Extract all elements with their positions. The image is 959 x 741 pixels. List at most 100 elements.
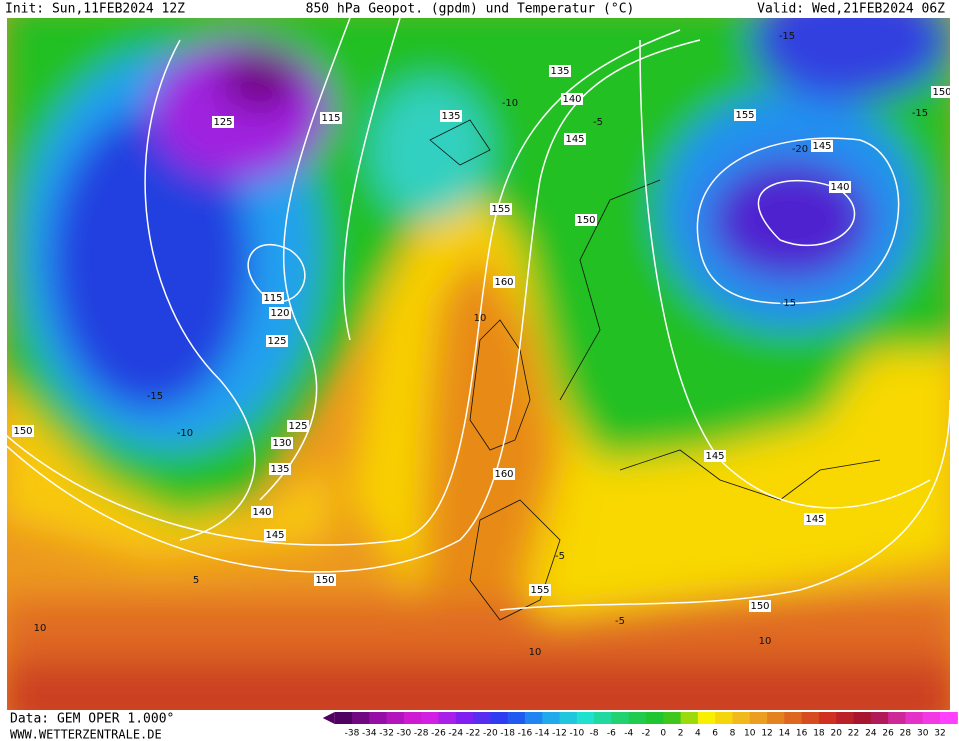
label-box <box>561 93 583 105</box>
colorbar-label: -24 <box>448 729 463 739</box>
colorbar-label: -32 <box>379 729 394 739</box>
geopotential-label: 135 <box>441 111 460 122</box>
geopotential-label: 150 <box>576 215 595 226</box>
label-box <box>320 112 342 124</box>
colorbar-swatch <box>697 712 716 724</box>
label-box <box>287 420 309 432</box>
geopotential-label: 145 <box>805 514 824 525</box>
colorbar-label: -28 <box>414 729 429 739</box>
colorbar-label: 2 <box>678 729 684 739</box>
colorbar-label: 18 <box>813 729 825 739</box>
colorbar-swatch <box>455 712 474 724</box>
geopotential-label: 160 <box>494 277 513 288</box>
label-box <box>314 574 336 586</box>
colorbar-label: -34 <box>362 729 377 739</box>
colorbar-swatch <box>438 712 457 724</box>
colorbar-swatch <box>594 712 612 724</box>
geopotential-label: 160 <box>494 469 513 480</box>
label-box <box>493 276 515 288</box>
geopotential-label: 125 <box>267 336 286 347</box>
colorbar-label: 26 <box>882 729 894 739</box>
label-box <box>262 292 284 304</box>
colorbar-swatch <box>646 712 664 724</box>
geopotential-label: 125 <box>288 421 307 432</box>
temperature-label: 10 <box>34 623 47 634</box>
label-box <box>529 584 551 596</box>
colorbar-swatch <box>403 712 422 724</box>
colorbar-label: 32 <box>934 729 945 739</box>
colorbar-label: -10 <box>569 729 584 739</box>
temperature-label: -15 <box>912 108 928 119</box>
colorbar-swatch <box>542 712 561 724</box>
geopotential-label: 140 <box>562 94 581 105</box>
temperature-label: -20 <box>792 144 808 155</box>
label-box <box>440 110 462 122</box>
colorbar-label: 6 <box>712 729 718 739</box>
geopotential-label: 115 <box>263 293 282 304</box>
colorbar-label: 0 <box>660 729 666 739</box>
colorbar-swatch <box>818 712 837 724</box>
geopotential-label: 135 <box>270 464 289 475</box>
colorbar-label: -8 <box>590 729 599 739</box>
geopotential-label: 145 <box>705 451 724 462</box>
colorbar-swatch <box>628 712 647 724</box>
coastlines <box>429 119 881 621</box>
label-box <box>575 214 597 226</box>
label-box <box>564 133 586 145</box>
label-box <box>493 468 515 480</box>
geopotential-label: 130 <box>272 438 291 449</box>
temperature-label: 10 <box>474 313 487 324</box>
label-box <box>212 116 234 128</box>
colorbar-swatch <box>559 712 578 724</box>
temperature-label: -15 <box>779 31 795 42</box>
colorbar-swatch <box>888 712 906 724</box>
geopotential-label: 150 <box>13 426 32 437</box>
colorbar-label: -26 <box>431 729 446 739</box>
colorbar-label: -6 <box>607 729 616 739</box>
geopotential-label: 145 <box>265 530 284 541</box>
temperature-label: -5 <box>555 551 565 562</box>
geopotential-label: 155 <box>491 204 510 215</box>
colorbar-label: 20 <box>831 729 843 739</box>
colorbar-swatch <box>421 712 439 724</box>
colorbar-swatch <box>749 712 768 724</box>
colorbar-swatch <box>940 712 958 724</box>
temperature-label: 5 <box>193 575 199 586</box>
contour-labels: 135 140 115 125 135 145 155 150 145 140 155 150 160 1… <box>12 31 950 658</box>
colorbar-label: 16 <box>796 729 808 739</box>
colorbar-swatch <box>369 712 388 724</box>
label-box <box>269 307 291 319</box>
geopotential-label: 125 <box>213 117 232 128</box>
colorbar: -38 -34 -32 -30 -28 -26 -24 -22 -20 -18 -16 -14 -12-… <box>322 712 958 739</box>
colorbar-swatch <box>905 712 924 724</box>
map-title: 850 hPa Geopot. (gpdm) und Temperatur (°… <box>306 2 635 17</box>
colorbar-arrow <box>322 712 335 724</box>
label-box <box>271 437 293 449</box>
colorbar-label: -14 <box>535 729 550 739</box>
geopotential-label: 150 <box>315 575 334 586</box>
colorbar-swatch <box>507 712 526 724</box>
colorbar-label: 22 <box>848 729 859 739</box>
colorbar-label: -30 <box>397 729 412 739</box>
colorbar-swatch <box>922 712 941 724</box>
colorbar-swatch <box>784 712 803 724</box>
website: WWW.WETTERZENTRALE.DE <box>10 728 162 741</box>
data-source: Data: GEM OPER 1.000° <box>10 712 174 727</box>
temperature-label: -15 <box>780 298 796 309</box>
colorbar-swatch <box>715 712 733 724</box>
colorbar-label: -2 <box>642 729 651 739</box>
colorbar-label: 14 <box>779 729 791 739</box>
colorbar-label: -16 <box>518 729 533 739</box>
colorbar-label: 12 <box>761 729 772 739</box>
colorbar-label: 10 <box>744 729 756 739</box>
geopotential-label: 120 <box>270 308 289 319</box>
colorbar-label: -12 <box>552 729 567 739</box>
colorbar-swatch <box>576 712 595 724</box>
colorbar-arrow <box>957 712 958 724</box>
label-box <box>749 600 771 612</box>
temperature-label: -10 <box>177 428 193 439</box>
temperature-label: 10 <box>759 636 772 647</box>
